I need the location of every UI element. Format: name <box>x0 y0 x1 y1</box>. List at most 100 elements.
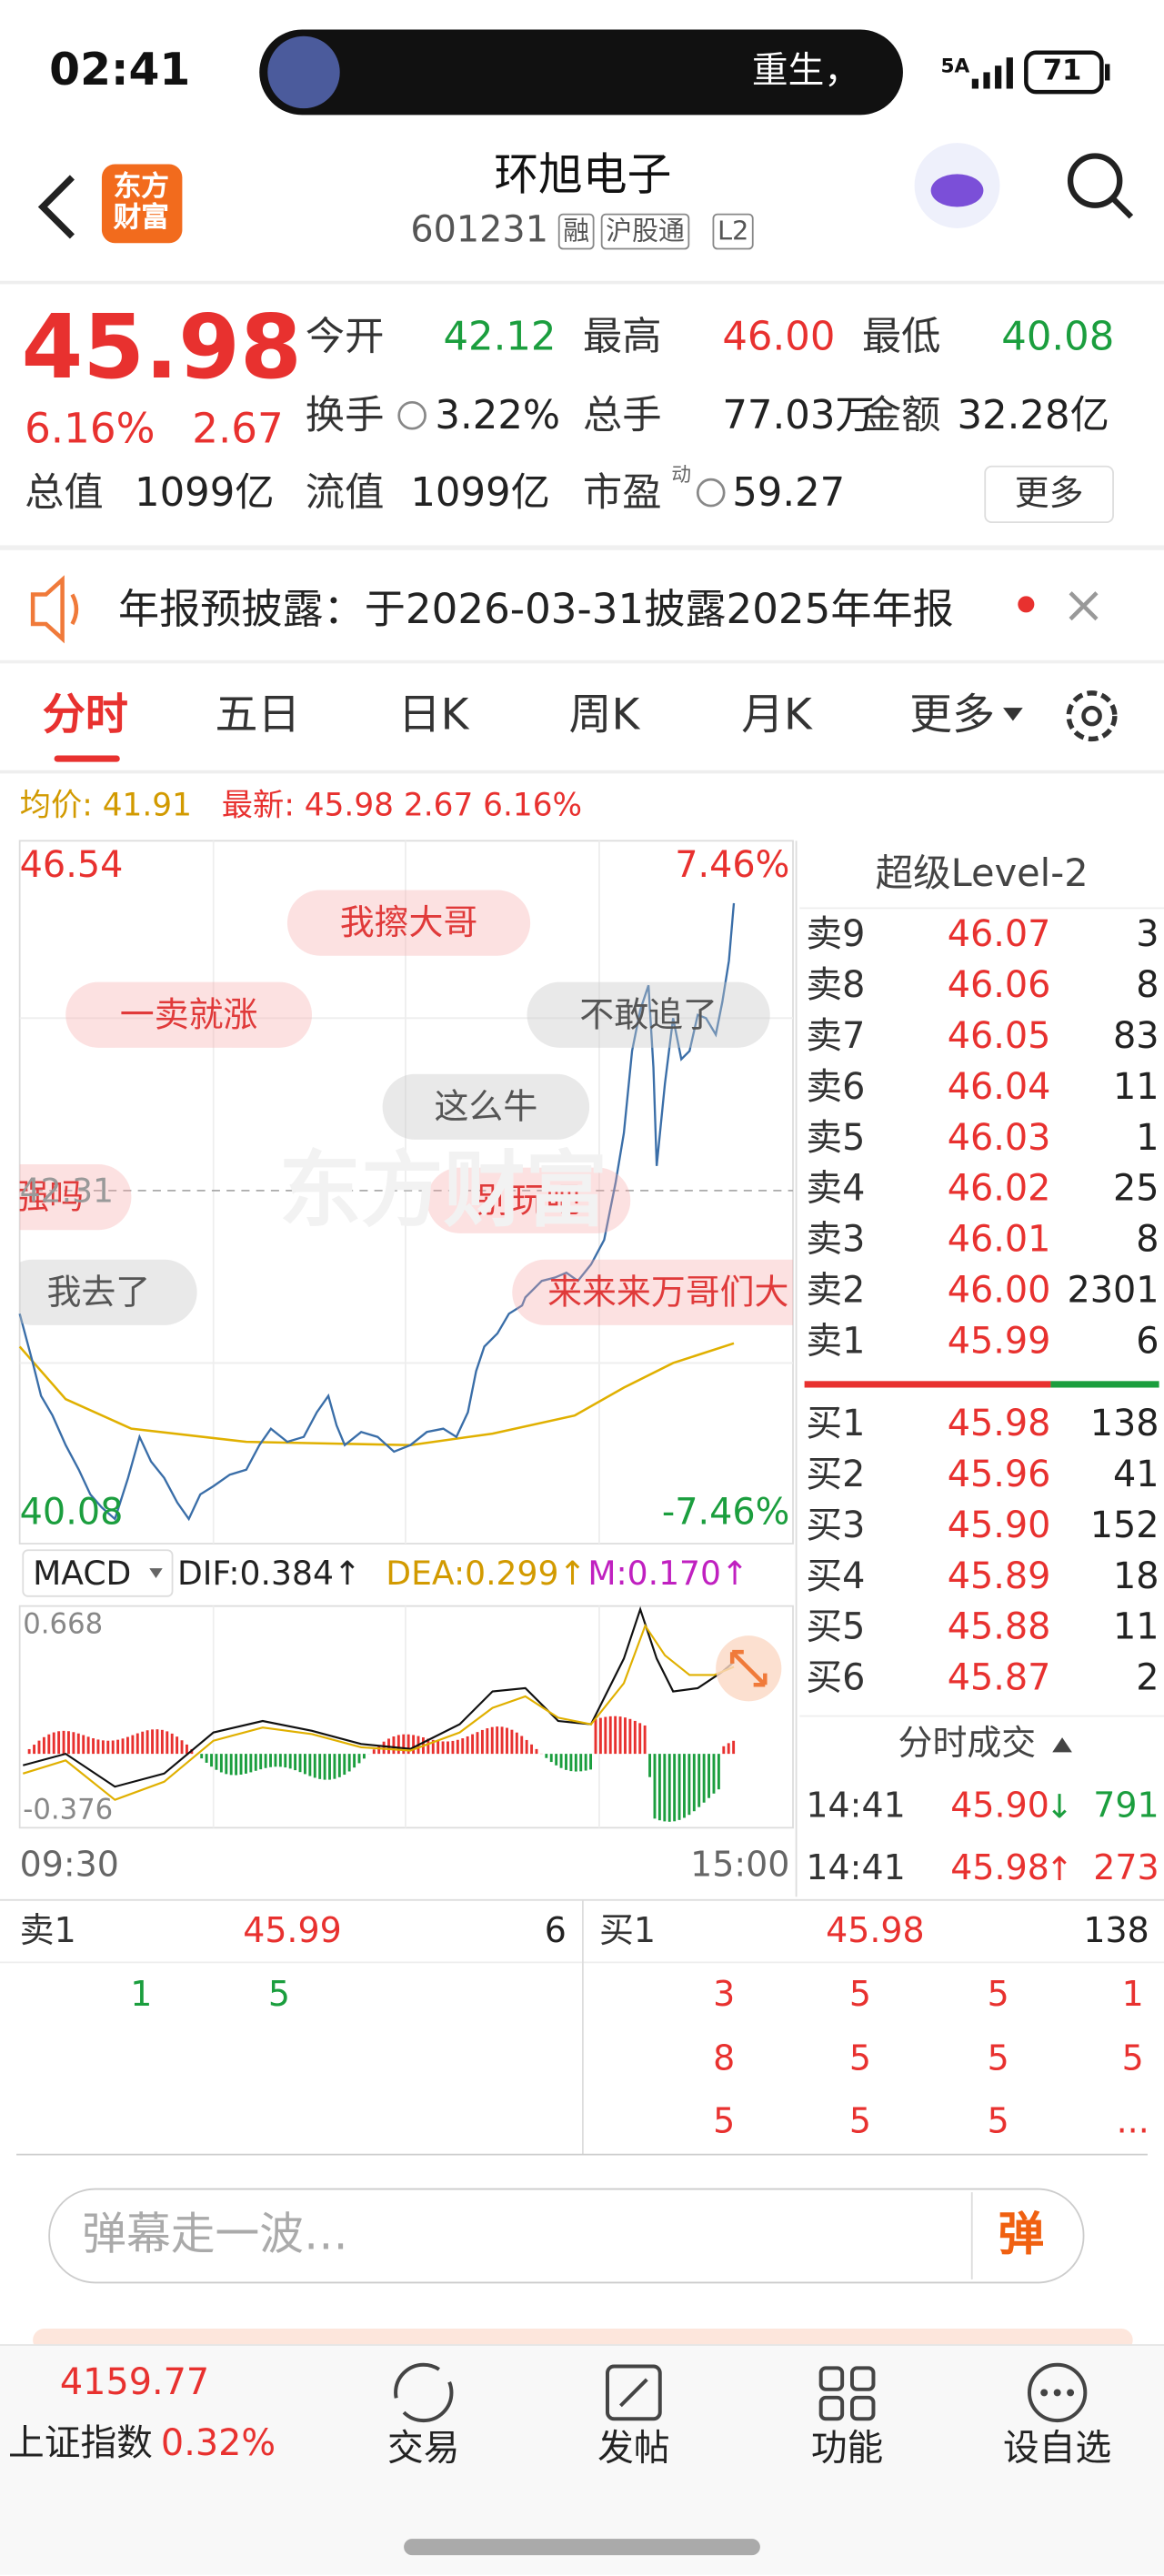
book-volume: 6 <box>1136 1322 1159 1363</box>
index-value[interactable]: 4159.77 <box>59 2362 210 2405</box>
nav-item[interactable]: 交易 <box>387 2429 460 2470</box>
book-price: 45.98 <box>947 1404 1051 1445</box>
search-icon[interactable] <box>1067 153 1123 208</box>
tab[interactable]: 更多 <box>909 691 996 741</box>
macd-bar <box>121 1738 125 1755</box>
macd-bar <box>67 1731 70 1755</box>
macd-bar <box>37 1740 41 1755</box>
divider <box>0 659 1164 664</box>
book-label: 卖5 <box>806 1118 866 1160</box>
macd-bar <box>687 1754 691 1816</box>
back-button[interactable] <box>37 175 75 239</box>
stat-value: 46.00 <box>722 313 836 360</box>
queue-label: 买1 <box>598 1910 657 1950</box>
prev-close: 42.31 <box>19 1171 115 1211</box>
danmaku-button[interactable]: 弹 <box>998 2207 1045 2261</box>
macd-bar <box>490 1726 494 1755</box>
macd-bar <box>559 1754 563 1768</box>
index-change[interactable]: 0.32% <box>160 2423 276 2465</box>
queue-order: 5 <box>267 1974 290 2015</box>
macd-bar <box>215 1754 218 1770</box>
bottom-nav <box>0 2345 1164 2575</box>
book-label: 卖8 <box>806 965 866 1007</box>
macd-bar <box>431 1739 435 1755</box>
tab-underline <box>54 755 120 762</box>
macd-bar <box>353 1754 356 1768</box>
stat-label: 今开 <box>305 313 385 360</box>
macd-bar <box>377 1745 381 1755</box>
tab[interactable]: 五日 <box>215 691 301 741</box>
macd-bar <box>313 1754 316 1778</box>
book-label: 买6 <box>806 1658 866 1700</box>
macd-bar <box>362 1754 366 1759</box>
dif-line <box>22 1605 735 1788</box>
close-notice[interactable] <box>1069 591 1099 621</box>
book-volume: 41 <box>1113 1454 1159 1496</box>
macd-bar <box>264 1754 267 1768</box>
media-pill[interactable] <box>259 29 903 116</box>
macd-bar <box>648 1754 652 1777</box>
macd-bar <box>500 1726 504 1755</box>
book-label: 买4 <box>806 1556 866 1598</box>
danmaku-bubble: 强吗 <box>19 1164 132 1231</box>
danmaku-input[interactable] <box>48 2188 1085 2284</box>
price-line <box>18 902 736 1522</box>
trade-price: 45.90 <box>950 1786 1049 1826</box>
book-price: 45.89 <box>947 1556 1051 1598</box>
settings-icon[interactable] <box>1066 690 1118 742</box>
macd-bar <box>328 1754 331 1780</box>
more-label[interactable]: 更多 <box>1014 473 1084 514</box>
book-label: 卖7 <box>806 1016 866 1058</box>
macd-bar <box>426 1738 430 1755</box>
tab[interactable]: 分时 <box>42 691 128 741</box>
macd-bar <box>594 1718 597 1755</box>
macd-bar <box>506 1727 508 1755</box>
info-icon[interactable] <box>696 478 726 508</box>
book-volume: 2 <box>1136 1658 1159 1700</box>
macd-bar <box>298 1754 302 1773</box>
queue-volume: 6 <box>544 1910 567 1950</box>
tab[interactable]: 月K <box>741 691 812 741</box>
macd-bar <box>396 1735 400 1755</box>
macd-bar <box>447 1741 449 1755</box>
more-button[interactable] <box>984 465 1114 524</box>
index-name[interactable]: 上证指数 <box>8 2423 153 2465</box>
trade-time: 14:41 <box>806 1847 906 1888</box>
macd-bar <box>579 1754 583 1772</box>
macd-bar <box>116 1739 120 1755</box>
macd-bar <box>535 1748 538 1755</box>
book-price: 45.90 <box>947 1505 1051 1547</box>
latest-price: 最新: 45.98 2.67 6.16% <box>221 787 583 824</box>
time-start: 09:30 <box>19 1845 119 1885</box>
book-volume: 1 <box>1136 1118 1159 1160</box>
macd-selector[interactable] <box>22 1549 174 1597</box>
input-placeholder[interactable]: 弹幕走一波… <box>82 2209 348 2261</box>
stat-value: 3.22% <box>435 392 561 439</box>
macd-bar <box>569 1754 573 1772</box>
macd-bar <box>598 1717 602 1755</box>
dropdown-arrow <box>1003 708 1023 721</box>
info-icon[interactable] <box>397 400 426 430</box>
nav-item[interactable]: 功能 <box>810 2429 884 2470</box>
macd-label: MACD <box>33 1553 132 1594</box>
trades-title: 分时成交 <box>898 1723 1037 1764</box>
macd-bar <box>712 1754 716 1794</box>
macd-bar <box>347 1754 351 1772</box>
book-label: 买2 <box>806 1454 866 1496</box>
macd-bar <box>727 1743 730 1755</box>
macd-bar <box>166 1731 169 1755</box>
macd-bar <box>480 1729 484 1755</box>
tab[interactable]: 周K <box>568 691 640 741</box>
book-volume: 25 <box>1113 1169 1159 1211</box>
tab[interactable]: 日K <box>397 691 469 741</box>
nav-item[interactable]: 设自选 <box>1003 2429 1112 2470</box>
macd-bar <box>186 1744 188 1755</box>
settings-center <box>1081 705 1102 727</box>
macd-bar <box>180 1740 184 1755</box>
macd-bar <box>135 1733 139 1755</box>
queue-order: 5 <box>987 2038 1009 2078</box>
book-volume: 2301 <box>1067 1271 1159 1313</box>
book-volume: 138 <box>1089 1404 1159 1445</box>
nav-item[interactable]: 发帖 <box>597 2429 670 2470</box>
macd-bar <box>697 1754 701 1807</box>
